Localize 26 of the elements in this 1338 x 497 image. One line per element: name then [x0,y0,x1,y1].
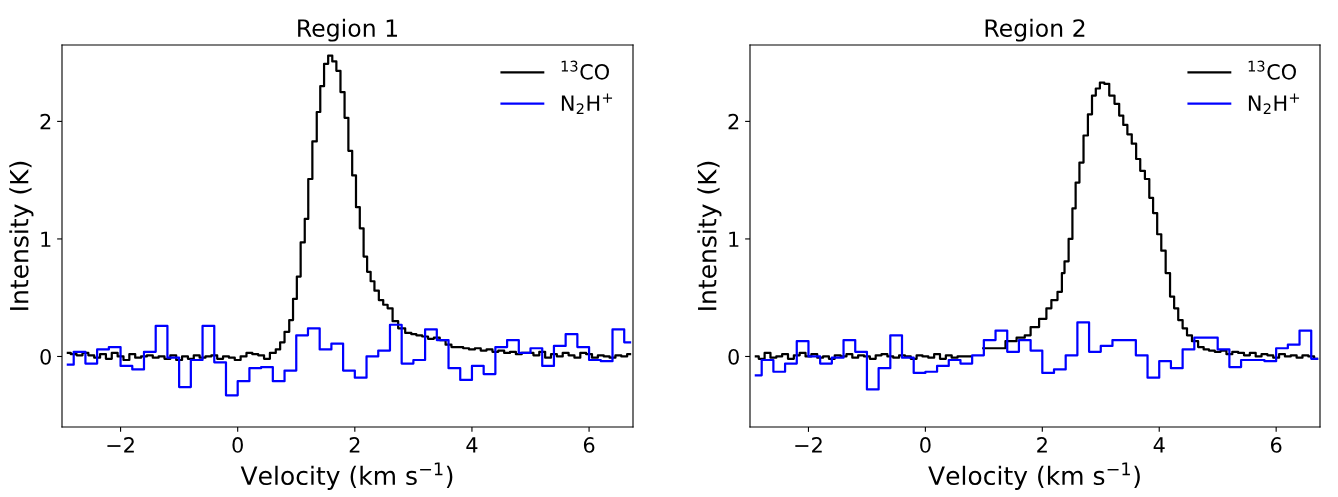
legend-label: N$_{2}$H$^{+}$ [561,93,613,115]
y-tick-label: 0 [728,348,739,365]
y-tick-label: 2 [40,113,51,130]
y-tick-label: 0 [40,348,51,365]
y-axis-title: Intensity (K) [697,161,722,310]
x-axis-title: Velocity (km s$^{−1}$) [928,462,1140,490]
chart-title: Region 2 [985,18,1085,42]
x-tick-label: 0 [232,437,243,453]
x-tick-label: 6 [1270,437,1282,453]
x-tick-label: 4 [1153,437,1165,453]
x-tick-label: 0 [920,437,931,453]
legend-label: N$_{2}$H$^{+}$ [1248,93,1300,115]
chart-title: Region 1 [298,18,397,42]
x-tick-label: −2 [795,437,822,453]
x-tick-label: 2 [349,437,360,453]
y-tick-label: 2 [728,113,739,130]
legend-label: $^{13}$CO [561,60,609,80]
y-tick-label: 1 [41,231,51,247]
x-tick-label: 2 [1037,437,1047,453]
legend-label: $^{13}$CO [1248,60,1296,80]
y-axis-title: Intensity (K) [9,161,34,310]
x-tick-label: 4 [466,437,478,453]
x-tick-label: −2 [107,437,134,453]
y-tick-label: 1 [729,231,739,247]
x-tick-label: 6 [583,437,595,453]
x-axis-title: Velocity (km s$^{−1}$) [240,462,453,490]
